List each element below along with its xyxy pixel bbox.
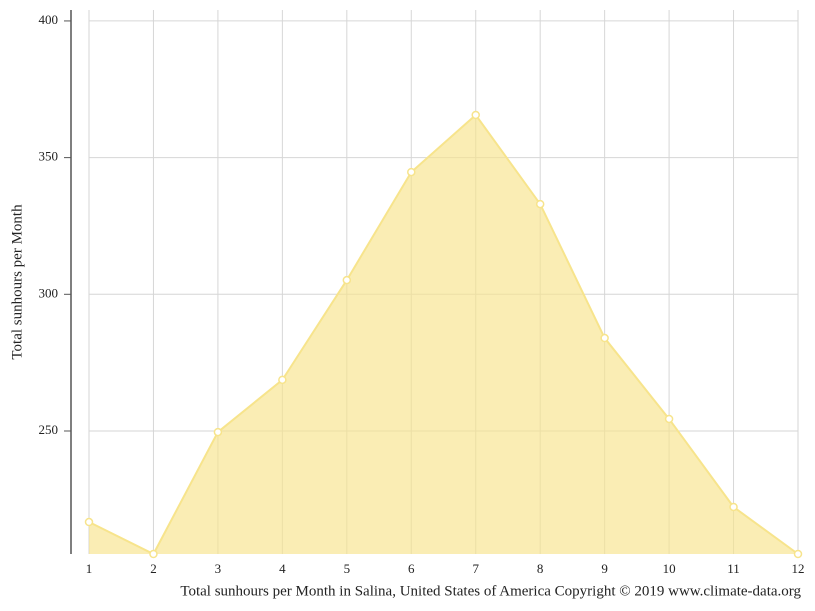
y-tick-label: 300 bbox=[39, 285, 59, 300]
x-tick-label: 10 bbox=[663, 561, 676, 576]
point bbox=[793, 549, 803, 559]
point bbox=[600, 333, 609, 343]
point bbox=[535, 199, 545, 209]
line bbox=[88, 113, 799, 556]
point bbox=[407, 167, 416, 177]
point bbox=[471, 110, 480, 120]
x-tick-label: 11 bbox=[727, 561, 740, 576]
point bbox=[342, 275, 352, 285]
x-tick-label: 9 bbox=[601, 561, 608, 576]
x-tick-label: 12 bbox=[792, 561, 805, 576]
x-tick-label: 6 bbox=[408, 561, 415, 576]
x-tick-label: 3 bbox=[215, 561, 222, 576]
point bbox=[664, 414, 674, 424]
point bbox=[729, 502, 738, 512]
y-tick-label: 250 bbox=[39, 422, 59, 437]
x-axis-label: Total sunhours per Month in Salina, Unit… bbox=[180, 583, 801, 599]
point bbox=[84, 517, 94, 527]
x-tick-label: 8 bbox=[537, 561, 544, 576]
x-tick-label: 2 bbox=[150, 561, 157, 576]
point bbox=[278, 375, 287, 385]
y-tick-label: 400 bbox=[39, 12, 59, 27]
y-axis-label: Total sunhours per Month bbox=[9, 204, 25, 360]
area bbox=[89, 114, 798, 554]
point bbox=[213, 427, 223, 437]
x-tick-label: 1 bbox=[86, 561, 93, 576]
point bbox=[149, 549, 158, 559]
x-tick-label: 4 bbox=[279, 561, 286, 576]
x-tick-label: 7 bbox=[472, 561, 479, 576]
x-tick-label: 5 bbox=[344, 561, 351, 576]
y-tick-label: 350 bbox=[39, 149, 59, 164]
